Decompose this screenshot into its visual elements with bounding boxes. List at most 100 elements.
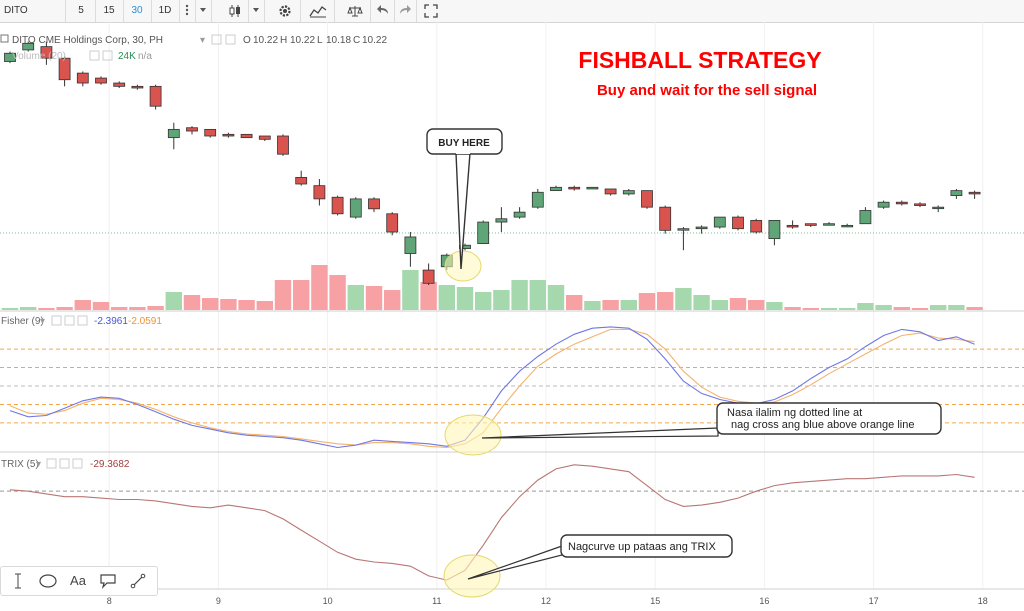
- x-tick-label: 11: [432, 596, 441, 606]
- volume-bars: [1, 265, 983, 310]
- fisher-close-icon[interactable]: [77, 315, 88, 326]
- interval-30-button[interactable]: 30: [123, 0, 152, 22]
- volume-bar: [56, 307, 73, 310]
- volume-bar: [948, 305, 965, 310]
- volume-bar: [92, 302, 110, 310]
- candle-body: [713, 216, 726, 228]
- volume-bar: [256, 301, 273, 310]
- fisher-legend: Fisher (9) ▾ -2.3961 -2.0591: [1, 315, 162, 327]
- callout-icon[interactable]: [93, 567, 123, 595]
- candle-body: [477, 221, 490, 244]
- strategy-title: FISHBALL STRATEGY: [578, 47, 821, 73]
- fisher-dropdown-icon[interactable]: ▾: [40, 316, 45, 327]
- legend-dropdown-icon[interactable]: ▾: [200, 35, 205, 46]
- ohlc-open-value: 10.22: [253, 35, 278, 46]
- volume-bar: [384, 290, 401, 310]
- volume-bar: [547, 285, 565, 310]
- candle: [641, 190, 653, 209]
- trix-visibility-icon[interactable]: [46, 458, 57, 469]
- time-axis: 8 9 10 11 12 15 16 17 18: [107, 596, 988, 606]
- x-tick-label: 15: [650, 596, 660, 606]
- interval-15-button[interactable]: 15: [95, 0, 124, 22]
- dropdown-arrow-icon[interactable]: [195, 0, 212, 22]
- interval-1d-button[interactable]: 1D: [151, 0, 180, 22]
- legend-visibility-icon[interactable]: [211, 34, 222, 45]
- candle: [568, 185, 581, 191]
- candle-body: [604, 188, 617, 195]
- trendline-icon[interactable]: [123, 567, 153, 595]
- candle: [186, 126, 198, 135]
- candle: [240, 133, 253, 139]
- trix-legend-label: TRIX (5): [1, 459, 39, 470]
- indicators-icon[interactable]: [302, 0, 335, 22]
- interval-5-button[interactable]: 5: [67, 0, 96, 22]
- volume-visibility-icon[interactable]: [89, 50, 100, 61]
- trix-close-icon[interactable]: [72, 458, 83, 469]
- chart-type-dropdown-icon[interactable]: [248, 0, 265, 22]
- candle: [95, 76, 107, 85]
- volume-settings-icon[interactable]: [102, 50, 113, 61]
- volume-bar: [857, 303, 874, 310]
- candle-body: [895, 201, 908, 205]
- volume-bar: [20, 307, 37, 310]
- ohlc-high-value: 10.22: [290, 35, 315, 46]
- chart-canvas[interactable]: 8 9 10 11 12 15 16 17 18 DITO CME Holdings Corp,…: [0, 22, 1024, 611]
- ellipse-icon[interactable]: [33, 567, 63, 595]
- fisher-visibility-icon[interactable]: [51, 315, 62, 326]
- candle-body: [331, 196, 344, 215]
- candle-body: [968, 191, 981, 195]
- fisher-reference-lines: [0, 348, 1024, 424]
- candle-body: [76, 72, 89, 84]
- candle-body: [677, 228, 690, 231]
- volume-legend-value: 24K: [118, 51, 136, 62]
- undo-icon[interactable]: [372, 0, 395, 22]
- legend-settings-icon[interactable]: [225, 34, 236, 45]
- candle-body: [386, 213, 399, 233]
- fisher-callout-line1: Nasa ilalim ng dotted line at: [727, 407, 862, 419]
- volume-bar: [966, 307, 983, 310]
- fisher-settings-icon[interactable]: [64, 315, 75, 326]
- trix-callout-box[interactable]: [560, 534, 733, 558]
- fisher-highlight-circle: [444, 414, 502, 456]
- candle: [295, 170, 308, 186]
- trix-dropdown-icon[interactable]: ▾: [36, 459, 41, 470]
- volume-bar: [729, 298, 747, 310]
- menu-dots-icon[interactable]: [179, 0, 196, 22]
- candle: [622, 188, 635, 196]
- volume-bar: [875, 305, 892, 310]
- text-tool-button[interactable]: Aa: [70, 573, 86, 588]
- candle: [386, 212, 399, 236]
- collapse-icon[interactable]: [0, 34, 9, 43]
- candle: [58, 56, 71, 87]
- drawing-toolbar: Aa: [0, 566, 158, 596]
- gear-icon[interactable]: [270, 0, 301, 22]
- volume-bar: [147, 306, 164, 310]
- volume-bar: [365, 286, 383, 310]
- volume-bar: [693, 295, 710, 310]
- trix-settings-icon[interactable]: [59, 458, 70, 469]
- candle: [823, 222, 835, 226]
- volume-legend-label: Volume (20): [12, 51, 66, 62]
- compare-icon[interactable]: [340, 0, 371, 22]
- volume-bar: [238, 300, 255, 310]
- redo-icon[interactable]: [394, 0, 417, 22]
- candle: [877, 200, 890, 209]
- candle-body: [495, 218, 508, 223]
- candle-body: [167, 128, 180, 139]
- candle-body: [550, 186, 562, 192]
- cursor-line-icon[interactable]: [3, 567, 33, 595]
- candlestick-icon[interactable]: [222, 0, 249, 22]
- x-tick-label: 16: [759, 596, 769, 606]
- candle: [313, 179, 326, 206]
- symbol-search-input[interactable]: DITO: [0, 0, 66, 22]
- candle: [932, 205, 945, 213]
- fisher-callout-box[interactable]: [716, 402, 942, 435]
- candle: [659, 205, 672, 234]
- candle: [277, 134, 289, 156]
- candle: [149, 84, 162, 110]
- ohlc-low-value: 10.18: [326, 35, 351, 46]
- candle-body: [349, 198, 362, 218]
- volume-bar: [893, 307, 910, 310]
- fullscreen-icon[interactable]: [420, 0, 442, 22]
- candle: [914, 202, 926, 208]
